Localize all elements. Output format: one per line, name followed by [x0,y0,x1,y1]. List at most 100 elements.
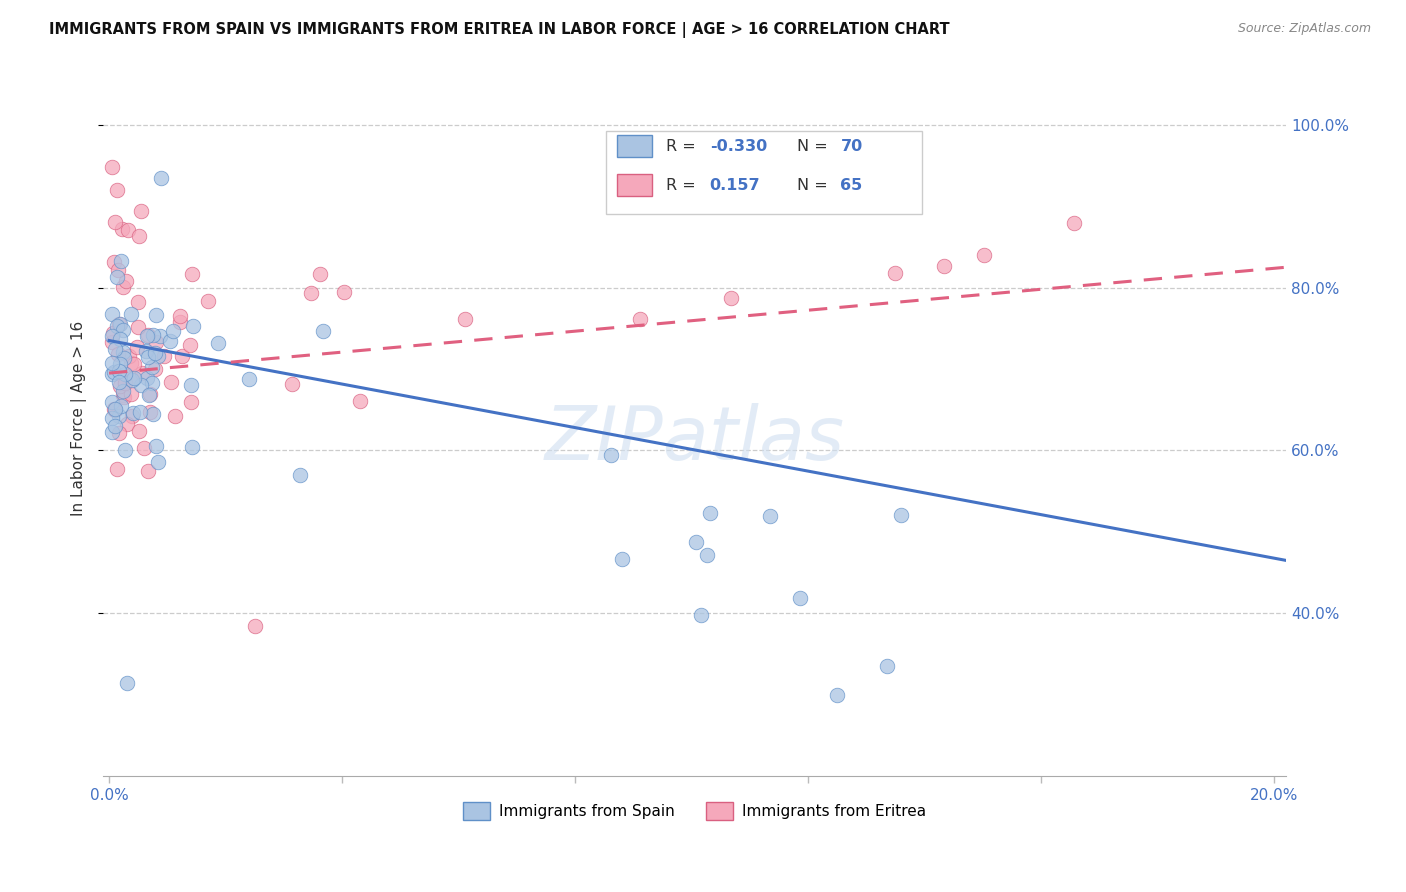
Point [932,259,955,273]
Point [309,267,332,281]
Point [108,318,131,332]
Point [150,170,173,185]
Point [142,327,165,342]
Y-axis label: In Labor Force | Age > 16: In Labor Force | Age > 16 [72,320,87,516]
Text: R =: R = [666,178,702,193]
Point [104,215,127,229]
Point [883,266,905,280]
Point [172,350,194,364]
Point [136,327,159,342]
Point [141,360,163,375]
Point [105,462,128,476]
Point [103,255,125,269]
Point [115,275,138,289]
Legend: Immigrants from Spain, Immigrants from Eritrea: Immigrants from Spain, Immigrants from E… [457,796,932,826]
Point [135,343,157,358]
Point [159,334,181,349]
Point [111,387,134,401]
Point [136,371,159,385]
Point [610,552,633,566]
Point [111,323,134,337]
Point [120,387,142,401]
Point [114,376,136,390]
Point [104,419,127,434]
Point [145,308,167,322]
Point [120,371,142,385]
Point [685,535,707,549]
Point [110,254,132,268]
Text: N =: N = [797,178,832,193]
Point [169,315,191,329]
Point [145,335,167,350]
Point [101,329,124,343]
Point [112,351,135,365]
Point [110,332,132,346]
Point [758,508,780,523]
Point [114,367,136,381]
Point [115,417,138,431]
Point [131,366,153,380]
Text: 0.157: 0.157 [710,178,761,193]
Point [696,548,718,562]
Point [599,449,621,463]
Point [128,228,150,243]
Text: IMMIGRANTS FROM SPAIN VS IMMIGRANTS FROM ERITREA IN LABOR FORCE | AGE > 16 CORRE: IMMIGRANTS FROM SPAIN VS IMMIGRANTS FROM… [49,22,950,38]
Point [139,404,162,418]
Point [104,401,127,416]
Point [122,406,145,420]
Point [108,379,131,393]
Point [312,324,335,338]
Point [108,375,131,389]
Point [117,349,139,363]
Point [149,329,172,343]
Point [121,409,143,424]
Point [101,326,124,341]
Point [453,312,475,326]
Point [720,291,742,305]
Point [103,365,125,379]
Point [122,357,145,371]
Point [111,221,134,235]
Point [101,160,124,174]
Point [101,335,124,350]
Point [127,320,149,334]
Point [104,403,127,417]
Text: 65: 65 [841,178,863,193]
Point [107,263,129,277]
Point [107,183,129,197]
Point [101,307,124,321]
Point [690,607,713,622]
Point [141,376,163,390]
Point [146,455,169,469]
Point [143,345,166,359]
Point [299,286,322,301]
Text: ZIPatlas: ZIPatlas [544,403,845,475]
Text: Source: ZipAtlas.com: Source: ZipAtlas.com [1237,22,1371,36]
Point [180,377,202,392]
Point [138,388,160,402]
Point [333,285,356,299]
Point [125,340,148,354]
Point [104,342,127,356]
Point [827,688,849,702]
Point [103,401,125,416]
Point [238,372,260,386]
Point [111,280,134,294]
Text: R =: R = [666,138,702,153]
Point [108,409,131,424]
Point [143,362,166,376]
Point [281,377,304,392]
Point [110,357,132,371]
Point [101,410,124,425]
Point [160,375,183,389]
Point [136,464,159,478]
Point [108,425,131,440]
Point [111,384,134,398]
Point [180,267,202,281]
Point [162,324,184,338]
Point [107,346,129,360]
Point [120,355,142,369]
Point [110,399,132,413]
Point [628,312,651,326]
Point [181,440,204,454]
